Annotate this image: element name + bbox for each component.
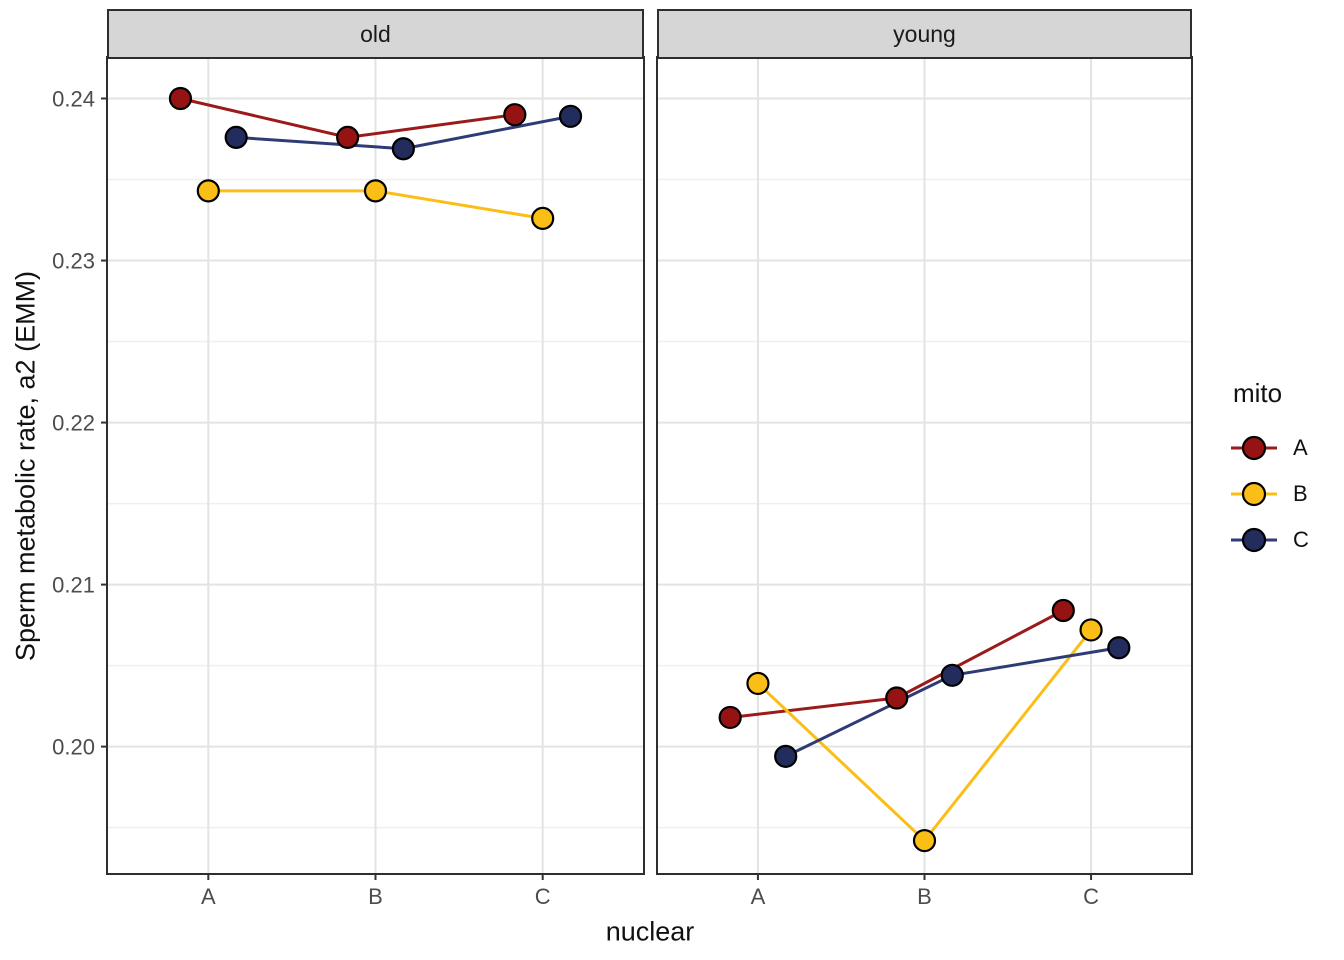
legend-label-C: C bbox=[1293, 527, 1309, 552]
legend-key-icon-C bbox=[1231, 527, 1277, 553]
x-tick-label: B bbox=[368, 884, 383, 909]
data-point-B bbox=[196, 179, 220, 203]
y-tick-label: 0.24 bbox=[52, 87, 95, 112]
facet-label-young: young bbox=[893, 20, 956, 47]
legend-item-B: B bbox=[1231, 471, 1309, 517]
x-tick-label: A bbox=[751, 884, 766, 909]
y-tick-label: 0.21 bbox=[52, 573, 95, 598]
x-tick-label: B bbox=[917, 884, 932, 909]
data-point-B bbox=[912, 828, 937, 853]
legend-key-icon-B bbox=[1231, 481, 1277, 507]
facet-label-old: old bbox=[360, 20, 391, 47]
plot-panel-old bbox=[106, 56, 645, 875]
x-tick-label: C bbox=[535, 884, 551, 909]
legend-title: mito bbox=[1233, 378, 1283, 408]
data-point-A bbox=[1051, 598, 1075, 623]
facet-strip-young: young bbox=[657, 9, 1192, 59]
data-point-C bbox=[224, 125, 248, 149]
data-point-C bbox=[558, 104, 583, 128]
x-tick-label: C bbox=[1083, 884, 1099, 909]
x-axis-title: nuclear bbox=[605, 916, 695, 947]
y-tick-label: 0.22 bbox=[52, 411, 95, 436]
data-point-C bbox=[940, 663, 964, 687]
legend-item-C: C bbox=[1231, 517, 1309, 563]
y-tick-label: 0.20 bbox=[52, 735, 95, 760]
data-point-A bbox=[503, 103, 527, 127]
facet-strip-old: old bbox=[107, 9, 644, 59]
legend-label-B: B bbox=[1293, 481, 1308, 506]
data-point-B bbox=[746, 671, 770, 696]
data-point-A bbox=[336, 125, 360, 149]
data-point-B bbox=[363, 179, 388, 203]
legend-item-A: A bbox=[1231, 425, 1309, 471]
data-point-A bbox=[885, 686, 909, 710]
legend-key-point bbox=[1241, 435, 1267, 461]
data-point-C bbox=[774, 744, 798, 768]
legend-key-point bbox=[1241, 527, 1267, 553]
y-tick-label: 0.23 bbox=[52, 249, 95, 274]
legend-key-icon-A bbox=[1231, 435, 1277, 461]
data-point-A bbox=[168, 86, 193, 111]
legend-key-point bbox=[1241, 481, 1267, 507]
data-point-C bbox=[1107, 636, 1131, 660]
data-point-B bbox=[531, 206, 555, 231]
data-point-C bbox=[391, 137, 415, 161]
x-tick-label: A bbox=[201, 884, 216, 909]
data-point-A bbox=[718, 705, 742, 730]
legend-label-A: A bbox=[1293, 435, 1308, 460]
y-axis-title: Sperm metabolic rate, a2 (EMM) bbox=[10, 270, 41, 662]
plot-panel-young bbox=[656, 56, 1193, 875]
data-point-B bbox=[1079, 618, 1103, 642]
